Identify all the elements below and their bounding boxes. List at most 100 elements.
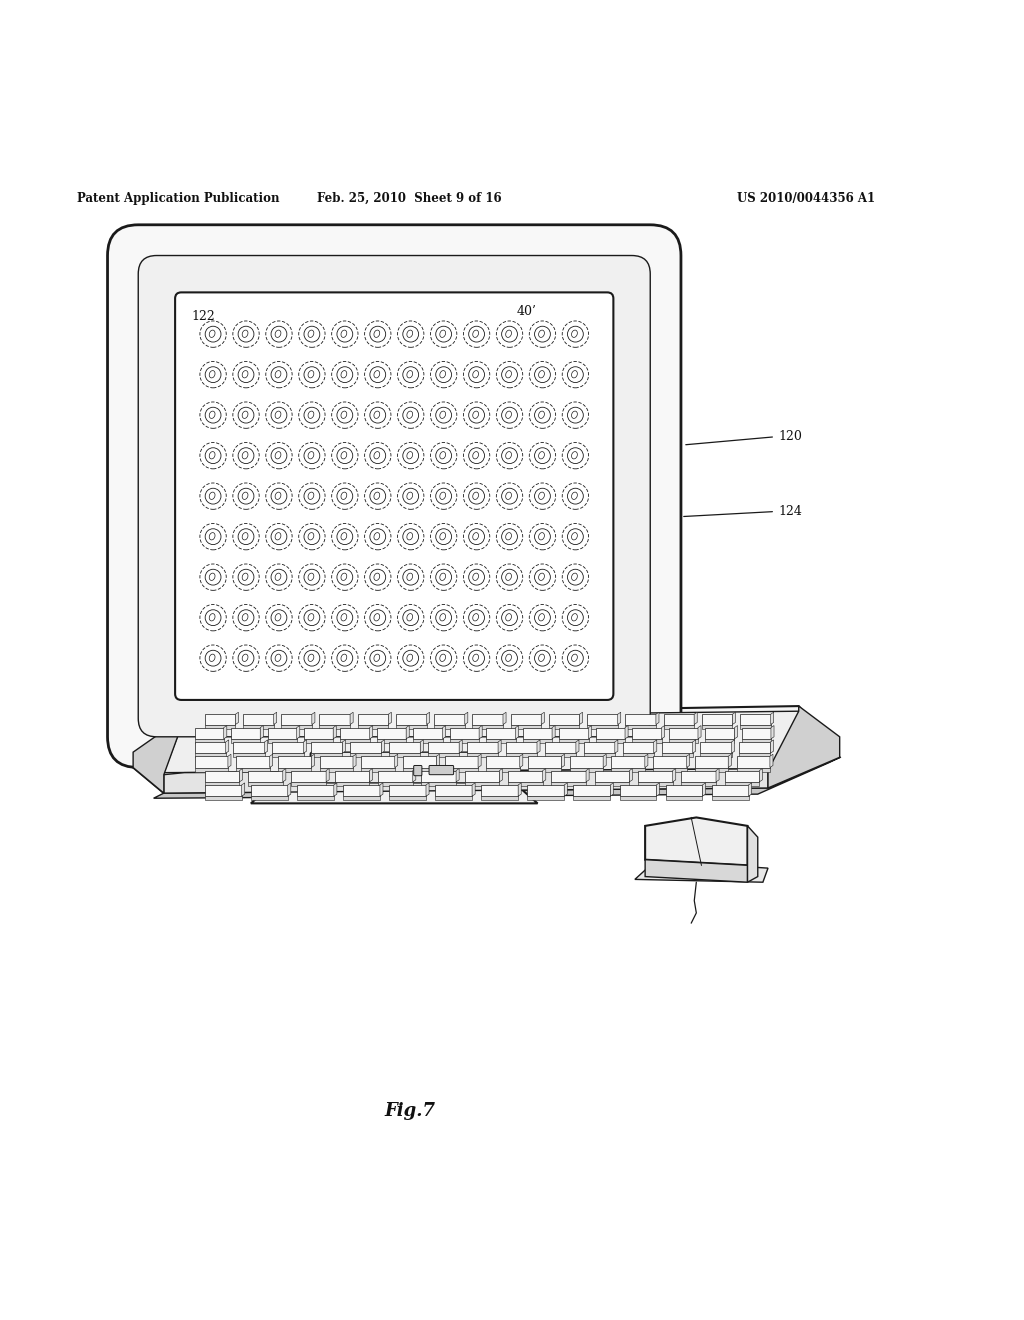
- Polygon shape: [378, 781, 413, 785]
- Polygon shape: [340, 727, 370, 739]
- Polygon shape: [545, 754, 575, 758]
- Polygon shape: [195, 767, 228, 772]
- Polygon shape: [388, 713, 391, 725]
- Polygon shape: [701, 725, 732, 729]
- Polygon shape: [427, 713, 430, 725]
- Polygon shape: [587, 714, 617, 725]
- Polygon shape: [528, 756, 561, 767]
- Polygon shape: [596, 739, 625, 743]
- Polygon shape: [243, 714, 273, 725]
- Polygon shape: [728, 754, 731, 767]
- Polygon shape: [741, 739, 771, 743]
- Polygon shape: [228, 754, 231, 767]
- Polygon shape: [712, 796, 749, 800]
- Polygon shape: [638, 771, 673, 781]
- Polygon shape: [340, 739, 370, 743]
- Polygon shape: [731, 741, 734, 754]
- Polygon shape: [472, 714, 503, 725]
- Polygon shape: [237, 756, 269, 767]
- Polygon shape: [656, 713, 659, 725]
- Polygon shape: [370, 726, 373, 739]
- Polygon shape: [739, 754, 770, 758]
- Polygon shape: [518, 783, 521, 796]
- Polygon shape: [741, 727, 771, 739]
- Polygon shape: [459, 741, 462, 754]
- Polygon shape: [334, 783, 337, 796]
- Polygon shape: [205, 781, 240, 785]
- Polygon shape: [205, 714, 236, 725]
- Polygon shape: [549, 725, 580, 729]
- Polygon shape: [771, 713, 774, 725]
- Polygon shape: [543, 768, 546, 781]
- Polygon shape: [467, 754, 498, 758]
- Polygon shape: [465, 713, 468, 725]
- Polygon shape: [662, 754, 692, 758]
- Polygon shape: [587, 725, 617, 729]
- Polygon shape: [435, 796, 472, 800]
- Polygon shape: [444, 756, 478, 767]
- Polygon shape: [378, 771, 413, 781]
- FancyBboxPatch shape: [333, 737, 456, 777]
- Polygon shape: [450, 739, 479, 743]
- Polygon shape: [545, 742, 575, 754]
- Polygon shape: [569, 756, 603, 767]
- Polygon shape: [712, 785, 749, 796]
- Polygon shape: [319, 767, 353, 772]
- Polygon shape: [669, 739, 698, 743]
- Polygon shape: [481, 785, 518, 796]
- Polygon shape: [278, 756, 311, 767]
- Polygon shape: [133, 717, 184, 793]
- Polygon shape: [739, 742, 770, 754]
- Polygon shape: [422, 771, 456, 781]
- Polygon shape: [695, 756, 728, 767]
- Polygon shape: [573, 796, 610, 800]
- Polygon shape: [465, 781, 500, 785]
- Polygon shape: [456, 768, 459, 781]
- Polygon shape: [736, 756, 770, 767]
- Polygon shape: [551, 771, 586, 781]
- Polygon shape: [297, 726, 300, 739]
- Polygon shape: [508, 771, 543, 781]
- Polygon shape: [584, 742, 614, 754]
- Polygon shape: [403, 756, 436, 767]
- Polygon shape: [267, 739, 297, 743]
- Polygon shape: [549, 714, 580, 725]
- Polygon shape: [231, 727, 260, 739]
- FancyBboxPatch shape: [108, 224, 681, 767]
- Polygon shape: [725, 771, 760, 781]
- Polygon shape: [695, 767, 728, 772]
- Polygon shape: [389, 742, 420, 754]
- Polygon shape: [343, 796, 380, 800]
- Text: Patent Application Publication: Patent Application Publication: [77, 191, 280, 205]
- Polygon shape: [506, 742, 537, 754]
- Polygon shape: [231, 739, 260, 743]
- Polygon shape: [248, 781, 283, 785]
- Polygon shape: [506, 754, 537, 758]
- Polygon shape: [248, 771, 283, 781]
- Polygon shape: [225, 741, 228, 754]
- Polygon shape: [394, 754, 397, 767]
- Polygon shape: [614, 741, 617, 754]
- Polygon shape: [664, 714, 694, 725]
- Polygon shape: [195, 739, 223, 743]
- Polygon shape: [569, 767, 603, 772]
- Polygon shape: [623, 742, 653, 754]
- Polygon shape: [422, 781, 456, 785]
- Polygon shape: [273, 713, 276, 725]
- Polygon shape: [420, 741, 423, 754]
- Polygon shape: [589, 726, 592, 739]
- Polygon shape: [486, 739, 516, 743]
- Polygon shape: [610, 783, 613, 796]
- Text: 120: 120: [778, 430, 802, 444]
- Polygon shape: [236, 713, 239, 725]
- Polygon shape: [633, 739, 662, 743]
- Text: US 2010/0044356 A1: US 2010/0044356 A1: [737, 191, 876, 205]
- Polygon shape: [434, 725, 465, 729]
- Polygon shape: [361, 756, 394, 767]
- Polygon shape: [413, 768, 416, 781]
- Polygon shape: [237, 767, 269, 772]
- Polygon shape: [319, 725, 350, 729]
- Polygon shape: [770, 741, 773, 754]
- Polygon shape: [377, 727, 407, 739]
- Polygon shape: [748, 826, 758, 882]
